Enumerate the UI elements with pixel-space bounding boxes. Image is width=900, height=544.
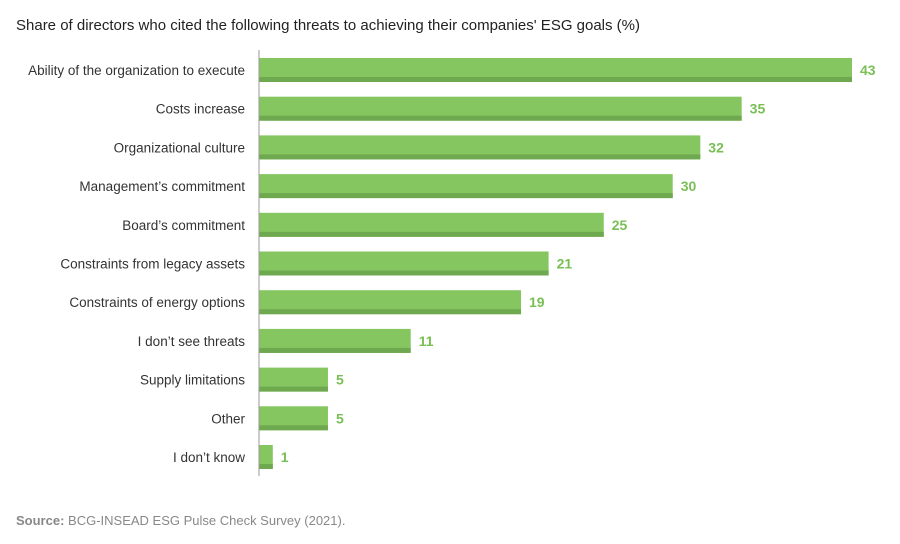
value-label: 19 <box>529 294 545 310</box>
chart-title: Share of directors who cited the followi… <box>16 17 641 34</box>
value-label: 32 <box>708 139 724 155</box>
value-label: 1 <box>281 449 289 465</box>
bar-shadow <box>259 309 522 315</box>
bar-shadow <box>259 77 852 82</box>
category-label: Ability of the organization to execute <box>28 63 245 78</box>
source-note: Source: BCG-INSEAD ESG Pulse Check Surve… <box>16 513 345 528</box>
value-label: 35 <box>750 101 766 117</box>
bar-shadow <box>259 270 549 276</box>
bar-shadow <box>259 154 701 160</box>
category-label: Costs increase <box>156 102 245 117</box>
category-label: Board’s commitment <box>122 218 245 233</box>
category-label: Organizational culture <box>114 140 245 155</box>
bar <box>259 445 273 469</box>
category-label: Constraints from legacy assets <box>60 257 245 272</box>
source-text: BCG-INSEAD ESG Pulse Check Survey (2021)… <box>64 513 346 528</box>
value-label: 25 <box>612 217 628 233</box>
bar-chart: Ability of the organization to execute 43… <box>28 50 876 476</box>
value-label: 11 <box>419 333 434 349</box>
value-label: 5 <box>336 372 344 388</box>
category-label: Other <box>211 411 245 426</box>
bar-shadow <box>259 115 742 121</box>
bar-shadow <box>259 425 328 431</box>
value-label: 21 <box>557 256 573 272</box>
source-label: Source: <box>16 513 65 528</box>
value-label: 30 <box>681 178 697 194</box>
value-label: 5 <box>336 410 344 426</box>
category-label: I don’t see threats <box>138 334 246 349</box>
category-label: I don’t know <box>173 450 245 465</box>
bar-shadow <box>259 386 328 392</box>
bar-shadow <box>259 347 411 353</box>
bar-shadow <box>259 193 673 199</box>
bar-shadow <box>259 464 273 469</box>
value-label: 43 <box>860 62 876 78</box>
category-label: Supply limitations <box>140 373 245 388</box>
category-label: Constraints of energy options <box>69 295 245 310</box>
bar-shadow <box>259 231 604 237</box>
category-label: Management’s commitment <box>79 179 245 194</box>
